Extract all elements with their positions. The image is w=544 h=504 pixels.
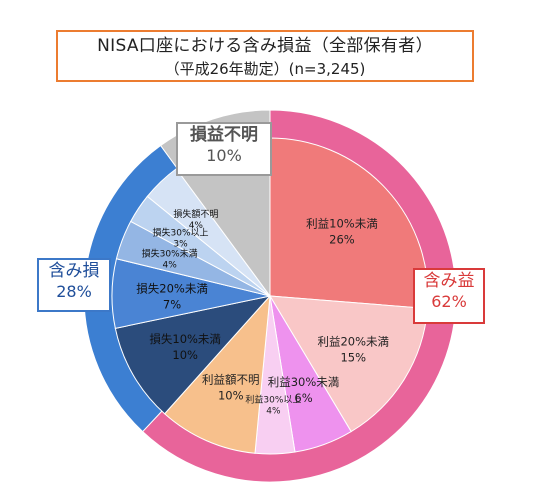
slice-value-label: 10% [172, 348, 198, 362]
chart-title-box: NISA口座における含み損益（全部保有者） （平成26年勘定）(n=3,245) [56, 30, 474, 82]
slice-value-label: 4% [189, 221, 204, 231]
slice-label: 利益10%未満 [306, 217, 378, 231]
slice-value-label: 10% [218, 389, 244, 403]
slice-value-label: 7% [163, 297, 181, 311]
slice-label: 損失30%以上 [153, 226, 209, 238]
callout-loss-label: 含み損 [48, 261, 100, 281]
slice-label: 利益20%未満 [317, 335, 389, 349]
pie-slice [163, 294, 271, 454]
chart-title: NISA口座における含み損益（全部保有者） [97, 36, 433, 56]
slice-label: 損失30%未満 [142, 248, 198, 260]
callout-gain-label: 含み益 [423, 271, 475, 291]
slice-label: 損失10%未満 [149, 332, 221, 346]
callout-loss-value: 28% [56, 282, 92, 301]
slice-value-label: 26% [329, 233, 355, 247]
callout-loss: 含み損 28% [37, 258, 111, 312]
slice-value-label: 6% [294, 391, 312, 405]
callout-gain: 含み益 62% [413, 268, 485, 324]
callout-unknown: 損益不明 10% [176, 122, 272, 176]
slice-label: 損失額不明 [173, 208, 218, 220]
slice-label: 損失20%未満 [136, 281, 208, 295]
callout-gain-value: 62% [431, 292, 467, 311]
slice-value-label: 3% [173, 239, 188, 249]
slice-value-label: 4% [266, 406, 281, 416]
callout-unknown-label: 損益不明 [190, 125, 258, 145]
pie-slice [114, 295, 272, 415]
slice-label: 利益30%以上 [245, 393, 301, 405]
chart-subtitle: （平成26年勘定）(n=3,245) [164, 60, 366, 78]
slice-label: 利益額不明 [202, 373, 260, 387]
callout-unknown-value: 10% [206, 146, 242, 165]
slice-value-label: 15% [340, 351, 366, 365]
slice-value-label: 4% [162, 261, 177, 271]
slice-label: 利益30%未満 [268, 375, 340, 389]
